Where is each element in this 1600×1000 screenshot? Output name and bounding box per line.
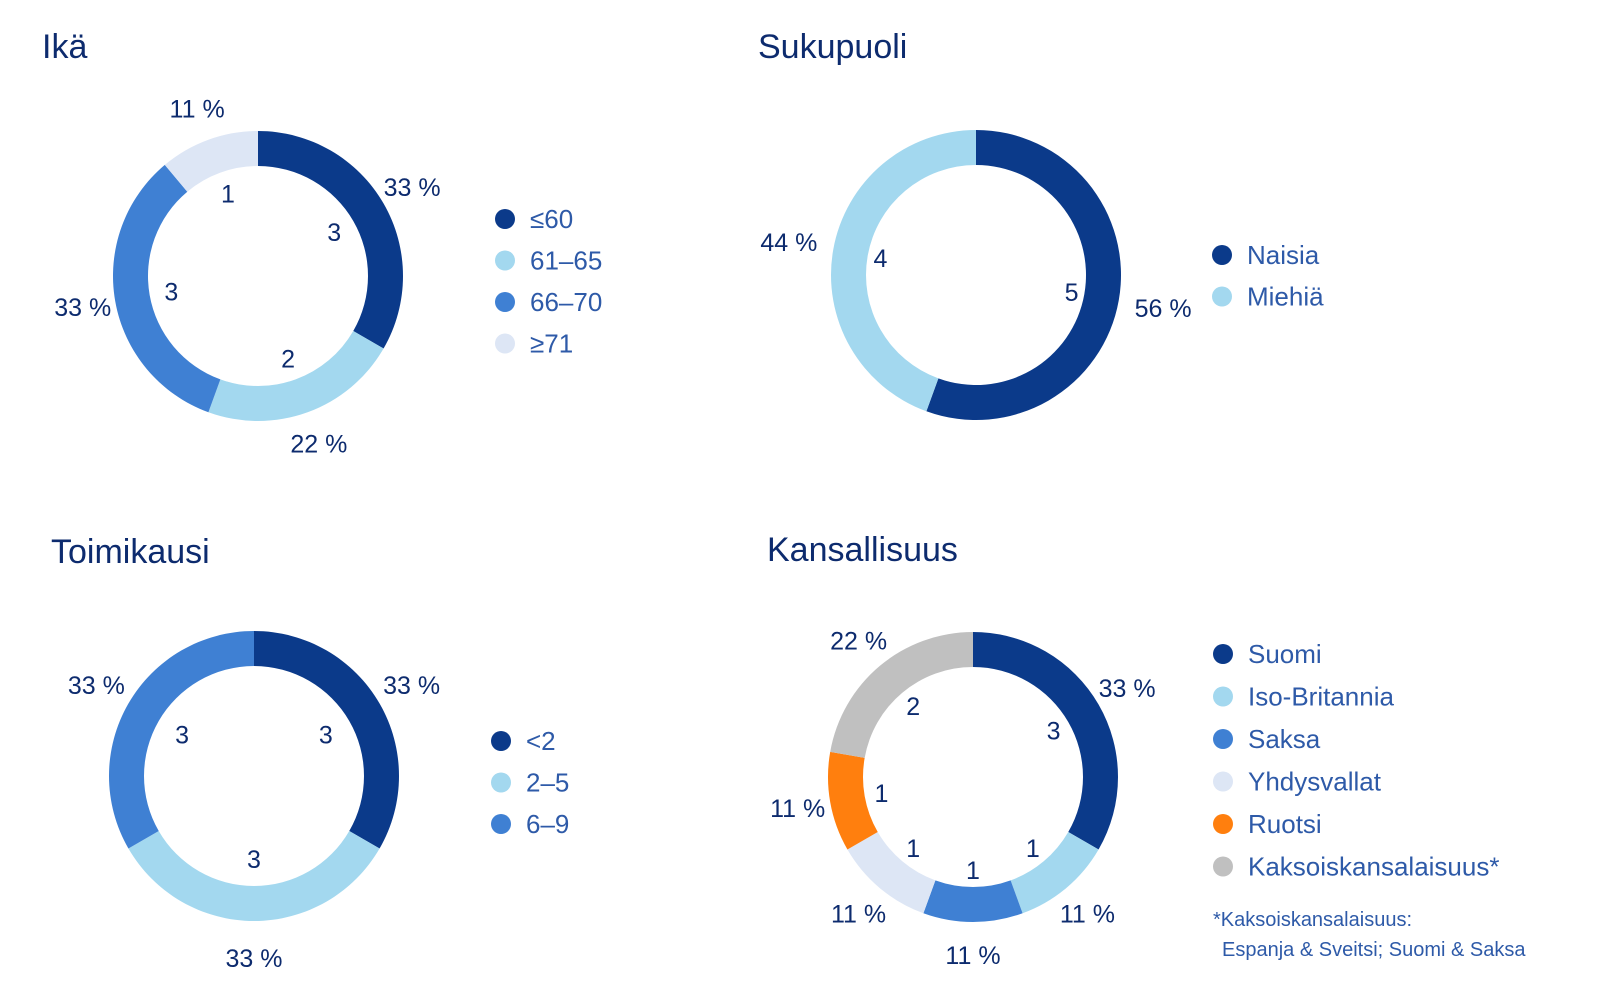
legend-swatch: [495, 250, 515, 271]
count-label: 1: [1026, 835, 1040, 863]
count-label: 5: [1065, 279, 1079, 307]
percent-label: 11 %: [170, 96, 225, 124]
chart-title: Ikä: [42, 28, 87, 66]
count-label: 3: [1047, 718, 1061, 746]
legend: Naisia Miehiä: [1212, 240, 1324, 312]
count-label: 3: [327, 219, 341, 247]
legend-swatch: [495, 209, 515, 229]
donut-slice-iso-britannia: [1010, 832, 1099, 914]
legend-label: Suomi: [1248, 639, 1322, 669]
legend-label: Iso-Britannia: [1248, 682, 1394, 712]
legend-swatch: [495, 333, 515, 354]
count-label: 1: [906, 835, 920, 863]
donut-slice-ruotsi: [828, 751, 878, 850]
legend-label: Saksa: [1248, 724, 1321, 754]
donut-slice-66-70: [113, 164, 221, 413]
percent-label: 44 %: [760, 229, 817, 257]
percent-label: 11 %: [945, 942, 1000, 970]
count-label: 3: [164, 278, 178, 306]
chart-title: Toimikausi: [51, 533, 210, 571]
count-label: 1: [221, 180, 235, 208]
legend-label: ≥71: [530, 329, 573, 359]
donut-chart-sukupuoli: Sukupuoli 56 % 5 44 % 4 Naisia Miehiä: [758, 28, 1324, 420]
legend-swatch: [491, 772, 511, 793]
percent-label: 11 %: [1060, 900, 1115, 928]
percent-label: 33 %: [226, 945, 283, 973]
legend-label: Kaksoiskansalaisuus*: [1248, 852, 1499, 882]
percent-label: 22 %: [290, 430, 347, 458]
donut-slice-yhdysvallat: [847, 832, 936, 914]
donut-slice-6-9: [109, 631, 254, 849]
legend-label: <2: [526, 726, 556, 756]
legend-label: 66–70: [530, 287, 602, 317]
percent-label: 33 %: [54, 294, 111, 322]
count-label: 3: [247, 846, 261, 874]
legend-swatch: [491, 731, 511, 751]
donut-chart-kansallisuus: Kansallisuus 33 % 3 11 % 1 11 % 1 11 % 1 11 % 1 22 …: [767, 531, 1526, 970]
count-label: 3: [319, 722, 333, 750]
footnote-line: *Kaksoiskansalaisuus:: [1213, 909, 1412, 931]
legend-swatch: [1213, 814, 1233, 834]
legend-swatch: [1212, 286, 1232, 307]
legend-label: Ruotsi: [1248, 809, 1322, 839]
legend-label: Naisia: [1247, 240, 1320, 270]
percent-label: 22 %: [830, 628, 887, 656]
count-label: 2: [906, 693, 920, 721]
donut-slice-suomi: [973, 632, 1118, 850]
donut-slice-71: [164, 131, 258, 192]
donut-slice-2-5: [128, 831, 380, 921]
legend-label: Yhdysvallat: [1248, 767, 1382, 797]
legend-swatch: [1213, 856, 1233, 877]
percent-label: 33 %: [383, 672, 440, 700]
percent-label: 56 %: [1135, 295, 1192, 323]
legend-label: 2–5: [526, 768, 569, 798]
donut-slice-kaksoiskansalaisuus: [830, 632, 973, 758]
legend-label: ≤60: [530, 204, 573, 234]
donut-slice-naisia: [926, 130, 1121, 420]
legend-swatch: [491, 814, 511, 834]
count-label: 1: [966, 857, 980, 885]
legend-label: Miehiä: [1247, 282, 1324, 312]
legend: ≤60 61–65 66–70 ≥71: [495, 204, 602, 359]
donut-slice-60: [258, 131, 403, 349]
donut-chart-ika: Ikä 33 % 3 22 % 2 33 % 3 11 % 1 ≤60 61–65 66–70 ≥71: [42, 28, 602, 458]
percent-label: 11 %: [770, 795, 825, 823]
donut-chart-toimikausi: Toimikausi 33 % 3 33 % 3 33 % 3 <2 2–5 6–9: [51, 533, 569, 973]
donut-slice-saksa: [923, 880, 1023, 922]
count-label: 4: [874, 245, 888, 273]
chart-title: Sukupuoli: [758, 28, 907, 66]
legend-swatch: [1213, 771, 1233, 792]
legend: <2 2–5 6–9: [491, 726, 569, 839]
percent-label: 33 %: [384, 174, 441, 202]
count-label: 2: [281, 346, 295, 374]
legend-label: 6–9: [526, 809, 569, 839]
legend-swatch: [1213, 644, 1233, 664]
legend: Suomi Iso-Britannia Saksa Yhdysvallat Ruotsi…: [1213, 639, 1499, 882]
legend-swatch: [495, 292, 515, 312]
donut-slice-61-65: [208, 331, 384, 422]
count-label: 3: [175, 722, 189, 750]
legend-swatch: [1213, 686, 1233, 707]
chart-title: Kansallisuus: [767, 531, 958, 569]
legend-label: 61–65: [530, 246, 602, 276]
donut-slice-miehia: [830, 130, 976, 412]
percent-label: 11 %: [831, 900, 886, 928]
donut-slice-2: [254, 631, 399, 849]
percent-label: 33 %: [68, 672, 125, 700]
count-label: 1: [874, 780, 888, 808]
footnote-line: Espanja & Sveitsi; Suomi & Saksa: [1222, 939, 1526, 961]
legend-swatch: [1213, 729, 1233, 749]
percent-label: 33 %: [1099, 675, 1156, 703]
legend-swatch: [1212, 245, 1232, 265]
